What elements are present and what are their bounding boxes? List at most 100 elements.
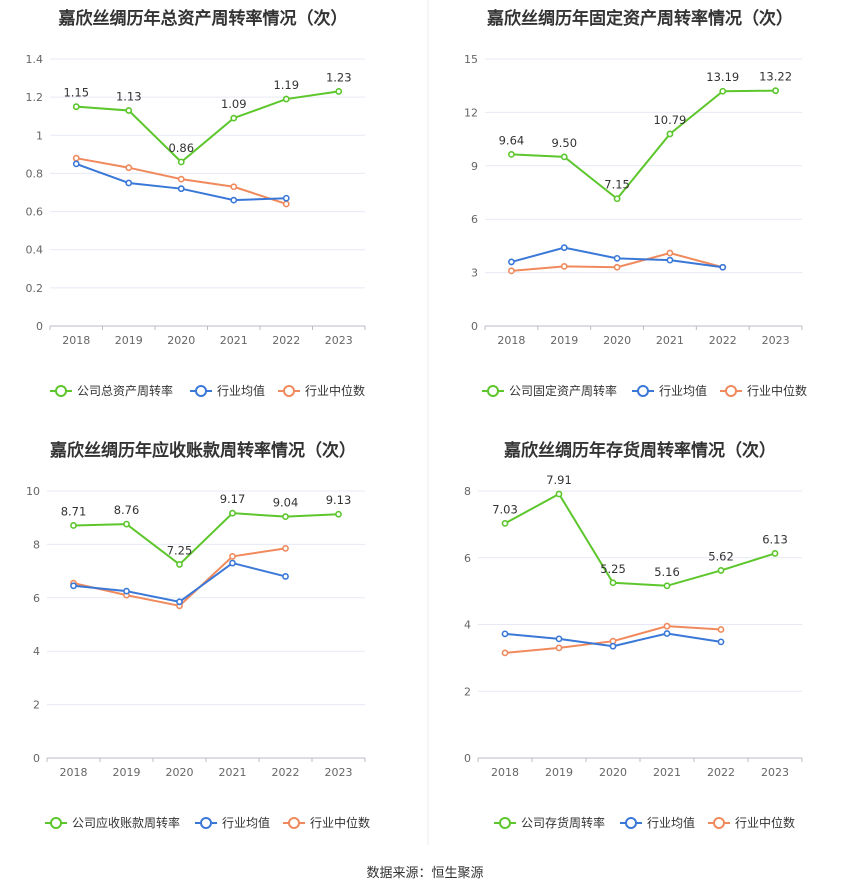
y-tick-label: 10 <box>26 485 40 498</box>
legend-item-median[interactable]: 行业中位数 <box>720 383 807 398</box>
data-point-median <box>666 249 674 257</box>
data-point-median <box>282 200 290 208</box>
y-tick-label: 0.6 <box>26 206 44 219</box>
data-point-avg <box>282 194 290 202</box>
legend-item-median[interactable]: 行业中位数 <box>708 815 795 830</box>
data-point-avg <box>70 582 77 590</box>
data-point-avg <box>613 254 621 262</box>
data-label: 8.76 <box>114 503 140 517</box>
data-point-company <box>560 153 568 161</box>
data-label: 0.86 <box>168 141 194 155</box>
legend-marker-icon <box>625 817 637 829</box>
data-point-company <box>176 561 183 568</box>
data-label: 1.13 <box>116 89 142 103</box>
legend-item-avg[interactable]: 行业均值 <box>632 383 707 398</box>
legend-label: 公司固定资产周转率 <box>509 383 617 398</box>
legend-item-median[interactable]: 行业中位数 <box>283 815 370 830</box>
y-tick-label: 12 <box>464 106 478 119</box>
data-point-company <box>282 513 289 521</box>
x-tick-label: 2019 <box>115 334 143 347</box>
legend-label: 行业均值 <box>659 383 707 398</box>
data-label: 13.19 <box>706 70 739 84</box>
data-point-avg <box>508 258 515 266</box>
legend-label: 行业中位数 <box>735 815 795 830</box>
x-tick-label: 2018 <box>60 766 88 779</box>
legend-label: 公司总资产周转率 <box>77 383 173 398</box>
y-tick-label: 6 <box>33 592 40 605</box>
y-tick-label: 8 <box>33 538 40 551</box>
x-tick-label: 2022 <box>709 334 737 347</box>
data-label: 6.13 <box>762 532 788 546</box>
data-point-avg <box>282 573 289 580</box>
data-point-median <box>508 267 515 275</box>
data-point-median <box>125 164 133 172</box>
legend-label: 行业中位数 <box>310 815 370 830</box>
data-label: 9.64 <box>499 133 525 147</box>
data-point-company <box>229 509 236 517</box>
data-point-median <box>555 644 563 652</box>
data-point-company <box>177 158 185 166</box>
legend-label: 行业均值 <box>222 815 270 830</box>
legend-item-company[interactable]: 公司总资产周转率 <box>50 383 173 398</box>
data-point-avg <box>177 185 185 193</box>
data-point-avg <box>560 244 568 252</box>
y-tick-label: 0 <box>36 320 43 333</box>
data-label: 9.13 <box>326 493 352 507</box>
y-tick-label: 0 <box>33 752 40 765</box>
legend-marker-icon <box>283 385 295 397</box>
legend-item-avg[interactable]: 行业均值 <box>195 815 270 830</box>
x-tick-label: 2019 <box>545 766 573 779</box>
data-point-avg <box>717 638 725 646</box>
x-tick-label: 2023 <box>762 334 790 347</box>
chart-title: 嘉欣丝绸历年总资产周转率情况（次） <box>58 8 348 29</box>
data-label: 1.19 <box>273 78 299 92</box>
data-label: 5.16 <box>654 565 680 579</box>
data-point-median <box>72 154 80 162</box>
x-tick-label: 2023 <box>325 766 353 779</box>
x-tick-label: 2020 <box>167 334 195 347</box>
y-tick-label: 1.4 <box>26 53 44 66</box>
y-tick-label: 6 <box>464 552 471 565</box>
data-label: 13.22 <box>759 70 792 84</box>
data-point-company <box>335 88 343 95</box>
series-line-company <box>511 89 776 201</box>
x-tick-label: 2018 <box>62 334 90 347</box>
y-tick-label: 9 <box>471 160 478 173</box>
x-tick-label: 2020 <box>166 766 194 779</box>
data-point-company <box>609 579 617 587</box>
series-line-company <box>76 90 339 164</box>
data-point-avg <box>663 630 671 637</box>
chart-panel-3: 嘉欣丝绸历年应收账款周转率情况（次） 0 2 4 6 8 10 2018 2019 2020 202… <box>26 440 370 830</box>
legend-label: 公司存货周转率 <box>521 815 605 830</box>
legend-marker-icon <box>713 817 725 829</box>
legend-item-median[interactable]: 行业中位数 <box>278 383 365 398</box>
data-point-avg <box>719 263 727 271</box>
legend-item-company[interactable]: 公司存货周转率 <box>494 815 605 830</box>
x-tick-label: 2022 <box>707 766 735 779</box>
legend-marker-icon <box>50 817 62 829</box>
x-tick-label: 2020 <box>599 766 627 779</box>
data-point-company <box>771 550 779 557</box>
data-label: 1.15 <box>63 86 89 100</box>
chart-panel-4: 嘉欣丝绸历年存货周转率情况（次） 0 2 4 6 8 2018 2019 2020 2021 202… <box>464 440 803 830</box>
data-point-company <box>717 567 725 574</box>
series-line-company <box>73 512 339 566</box>
y-tick-label: 2 <box>33 699 40 712</box>
legend-label: 行业均值 <box>217 383 265 398</box>
series-line-company <box>504 492 776 587</box>
legend-item-company[interactable]: 公司固定资产周转率 <box>482 383 617 398</box>
data-label: 7.91 <box>546 473 572 487</box>
data-point-avg <box>501 630 509 638</box>
legend-item-company[interactable]: 公司应收账款周转率 <box>45 815 180 830</box>
data-point-median <box>560 262 568 270</box>
x-tick-label: 2022 <box>272 766 300 779</box>
chart-panel-2: 嘉欣丝绸历年固定资产周转率情况（次） 0 3 6 9 12 15 2018 2019 2020 20… <box>464 8 807 398</box>
chart-title: 嘉欣丝绸历年存货周转率情况（次） <box>503 440 776 461</box>
y-tick-label: 4 <box>464 619 471 632</box>
data-label: 1.09 <box>221 97 247 111</box>
y-tick-label: 0.2 <box>26 282 44 295</box>
chart-title: 嘉欣丝绸历年应收账款周转率情况（次） <box>49 440 356 461</box>
data-point-company <box>555 490 563 498</box>
legend-item-avg[interactable]: 行业均值 <box>190 383 265 398</box>
legend-item-avg[interactable]: 行业均值 <box>620 815 695 830</box>
